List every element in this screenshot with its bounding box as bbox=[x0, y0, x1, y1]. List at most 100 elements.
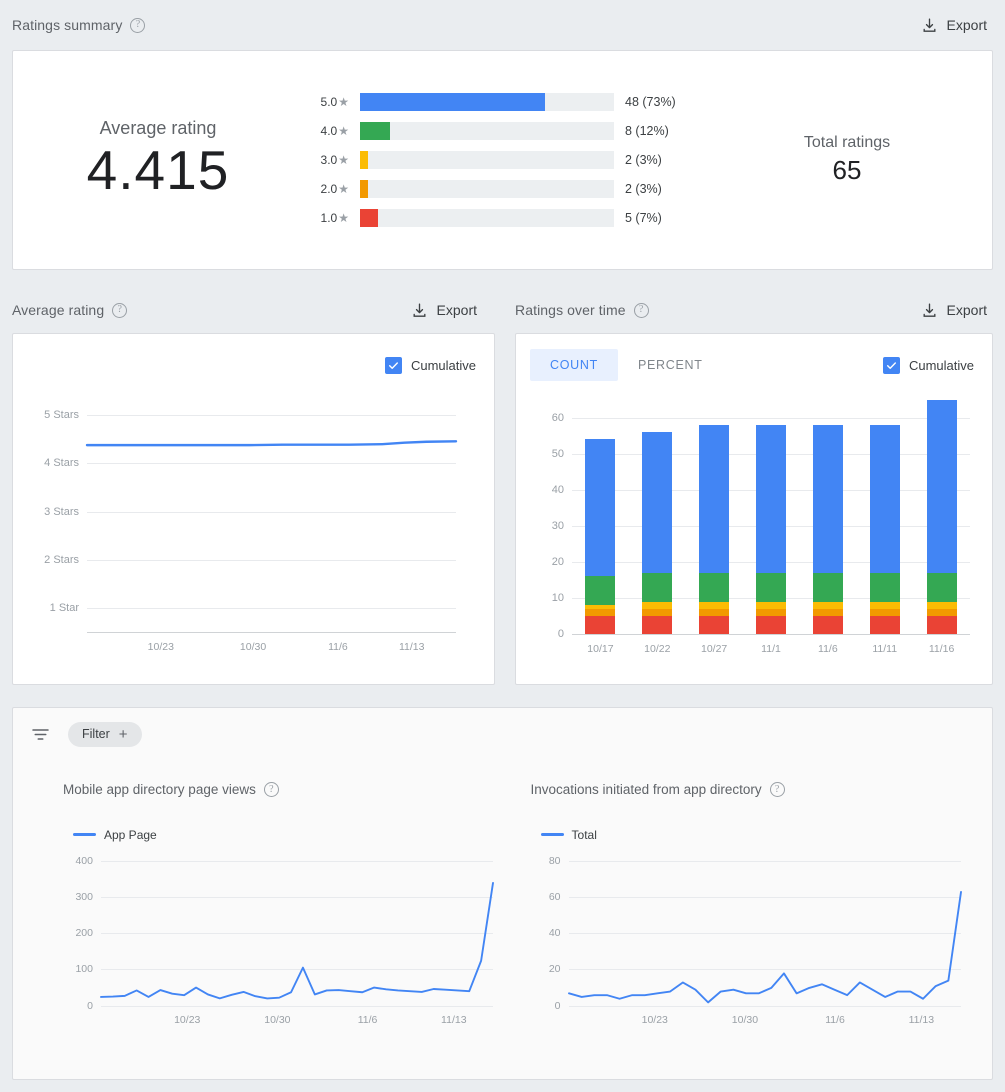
bar-segment bbox=[812, 608, 843, 616]
export-average-rating-button[interactable]: Export bbox=[405, 298, 483, 323]
cumulative-checkbox-ratings-over-time[interactable]: Cumulative bbox=[882, 356, 974, 374]
histogram-count-label: 5 (7%) bbox=[625, 211, 662, 225]
export-ratings-summary-button[interactable]: Export bbox=[915, 13, 993, 38]
x-axis-tick: 10/27 bbox=[701, 643, 728, 655]
histogram-star-label: 5.0 ★ bbox=[320, 95, 349, 109]
cumulative-checkbox-average-rating[interactable]: Cumulative bbox=[384, 356, 476, 374]
plus-icon: + bbox=[118, 725, 128, 743]
ratings-summary-card: Average rating 4.415 5.0 ★ 48 (73%) 4.0 ★ 8 (… bbox=[12, 50, 993, 270]
bar-segment bbox=[869, 424, 900, 573]
histogram-fill bbox=[360, 151, 368, 169]
total-ratings-block: Total ratings 65 bbox=[702, 134, 992, 186]
ratings-summary-title: Ratings summary bbox=[12, 17, 123, 33]
gridline bbox=[101, 1005, 493, 1007]
checkbox-checked-icon bbox=[384, 356, 402, 374]
help-icon[interactable]: ? bbox=[112, 302, 128, 318]
bar-segment bbox=[756, 615, 786, 634]
bar-segment bbox=[642, 572, 673, 602]
help-icon[interactable]: ? bbox=[769, 782, 785, 797]
bar-segment bbox=[812, 615, 843, 634]
bar-segment bbox=[756, 572, 786, 602]
gridline bbox=[568, 896, 961, 898]
help-icon[interactable]: ? bbox=[633, 302, 649, 318]
invocations-legend: Total bbox=[540, 828, 597, 842]
bar-segment bbox=[869, 601, 900, 609]
filter-chip-label: Filter bbox=[82, 727, 110, 741]
x-axis-tick: 11/6 bbox=[357, 1013, 378, 1026]
y-axis-tick: 40 bbox=[548, 927, 561, 940]
export-label: Export bbox=[946, 302, 987, 318]
y-axis-tick: 5 Stars bbox=[44, 409, 79, 422]
gridline bbox=[572, 417, 970, 419]
help-icon[interactable]: ? bbox=[263, 782, 279, 797]
x-axis-tick: 10/23 bbox=[147, 641, 174, 653]
histogram-row: 4.0 ★ 8 (12%) bbox=[307, 117, 698, 146]
y-axis-tick: 80 bbox=[548, 854, 561, 867]
page-views-plot: 0 100 200 300 400 10/23 10/30 11/6 11/13 bbox=[63, 846, 503, 1036]
bar-segment bbox=[585, 605, 616, 609]
histogram-star-label: 2.0 ★ bbox=[320, 182, 349, 196]
export-ratings-over-time-button[interactable]: Export bbox=[915, 298, 993, 323]
histogram-track bbox=[360, 151, 614, 169]
x-axis-tick: 11/11 bbox=[872, 643, 898, 655]
ratings-over-time-tabs: COUNT PERCENT bbox=[530, 349, 723, 381]
bar-segment bbox=[756, 424, 786, 573]
average-rating-header: Average rating ? Export bbox=[0, 285, 495, 335]
x-axis-tick: 10/23 bbox=[174, 1013, 201, 1026]
gridline bbox=[568, 860, 961, 862]
x-axis-tick: 10/30 bbox=[239, 641, 267, 653]
bar-segment bbox=[869, 615, 900, 634]
y-axis-tick: 60 bbox=[551, 411, 564, 424]
average-rating-chart-card: Cumulative 5 Stars 4 Stars 3 Stars 2 Stars 1… bbox=[12, 333, 495, 685]
tab-percent[interactable]: PERCENT bbox=[637, 358, 703, 372]
histogram-count-label: 8 (12%) bbox=[625, 124, 669, 138]
y-axis-tick: 40 bbox=[551, 483, 564, 496]
x-axis-tick: 11/6 bbox=[825, 1013, 845, 1026]
y-axis-tick: 300 bbox=[75, 890, 93, 903]
ratings-over-time-header: Ratings over time ? Export bbox=[503, 285, 1005, 335]
x-axis-tick: 11/13 bbox=[398, 641, 425, 653]
bar-segment bbox=[642, 615, 673, 634]
x-axis-tick: 10/22 bbox=[644, 643, 671, 655]
bar-segment bbox=[699, 601, 730, 609]
legend-line-swatch bbox=[73, 833, 96, 836]
y-axis-tick: 20 bbox=[551, 555, 564, 568]
bar-segment bbox=[699, 572, 730, 602]
bar-segment bbox=[642, 432, 673, 573]
gridline bbox=[101, 969, 493, 971]
histogram-count-label: 48 (73%) bbox=[625, 95, 676, 109]
help-icon[interactable]: ? bbox=[130, 17, 146, 33]
x-axis-tick: 11/16 bbox=[928, 643, 955, 655]
bar-segment bbox=[585, 608, 616, 616]
histogram-track bbox=[360, 209, 614, 227]
add-filter-chip[interactable]: Filter + bbox=[68, 721, 142, 747]
checkbox-checked-icon bbox=[882, 356, 900, 374]
tab-count[interactable]: COUNT bbox=[530, 349, 618, 381]
histogram-count-label: 2 (3%) bbox=[625, 182, 662, 196]
download-icon bbox=[923, 17, 936, 32]
page-views-legend: App Page bbox=[73, 828, 157, 842]
x-axis-line bbox=[572, 634, 970, 635]
histogram-fill bbox=[360, 209, 378, 227]
average-rating-plot: 5 Stars 4 Stars 3 Stars 2 Stars 1 Star 10/23 1… bbox=[13, 382, 494, 678]
ratings-over-time-controls: COUNT PERCENT Cumulative bbox=[516, 334, 992, 382]
y-axis-tick: 0 bbox=[557, 628, 564, 640]
bar-segment bbox=[585, 576, 616, 606]
line-series bbox=[85, 440, 458, 447]
y-axis-tick: 200 bbox=[75, 927, 93, 940]
filter-icon[interactable] bbox=[31, 727, 50, 742]
invocations-section: Invocations initiated from app directory… bbox=[503, 760, 992, 1036]
bar-segment bbox=[926, 399, 957, 573]
bar-segment bbox=[926, 608, 957, 616]
app-directory-panel: Filter + Mobile app directory page views… bbox=[12, 707, 993, 1080]
average-rating-panel-title: Average rating bbox=[12, 302, 105, 318]
gridline bbox=[101, 860, 493, 862]
cumulative-label: Cumulative bbox=[410, 357, 476, 373]
y-axis-tick: 10 bbox=[551, 591, 564, 604]
histogram-count-label: 2 (3%) bbox=[625, 153, 662, 167]
cumulative-label: Cumulative bbox=[908, 357, 974, 373]
y-axis-tick: 1 Star bbox=[49, 601, 79, 614]
histogram-track bbox=[360, 180, 614, 198]
histogram-fill bbox=[360, 122, 391, 140]
